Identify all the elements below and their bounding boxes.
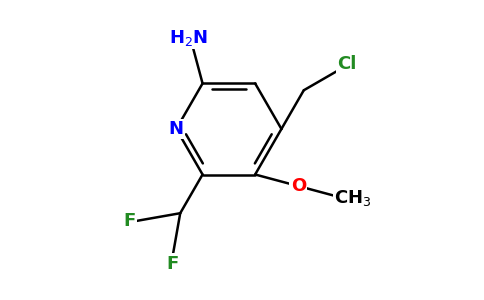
Text: H$_2$N: H$_2$N (169, 28, 208, 48)
Text: F: F (166, 254, 179, 272)
Text: N: N (169, 120, 184, 138)
Text: F: F (124, 212, 136, 230)
Text: Cl: Cl (337, 55, 356, 73)
Text: CH$_3$: CH$_3$ (334, 188, 372, 208)
Text: O: O (291, 177, 306, 195)
